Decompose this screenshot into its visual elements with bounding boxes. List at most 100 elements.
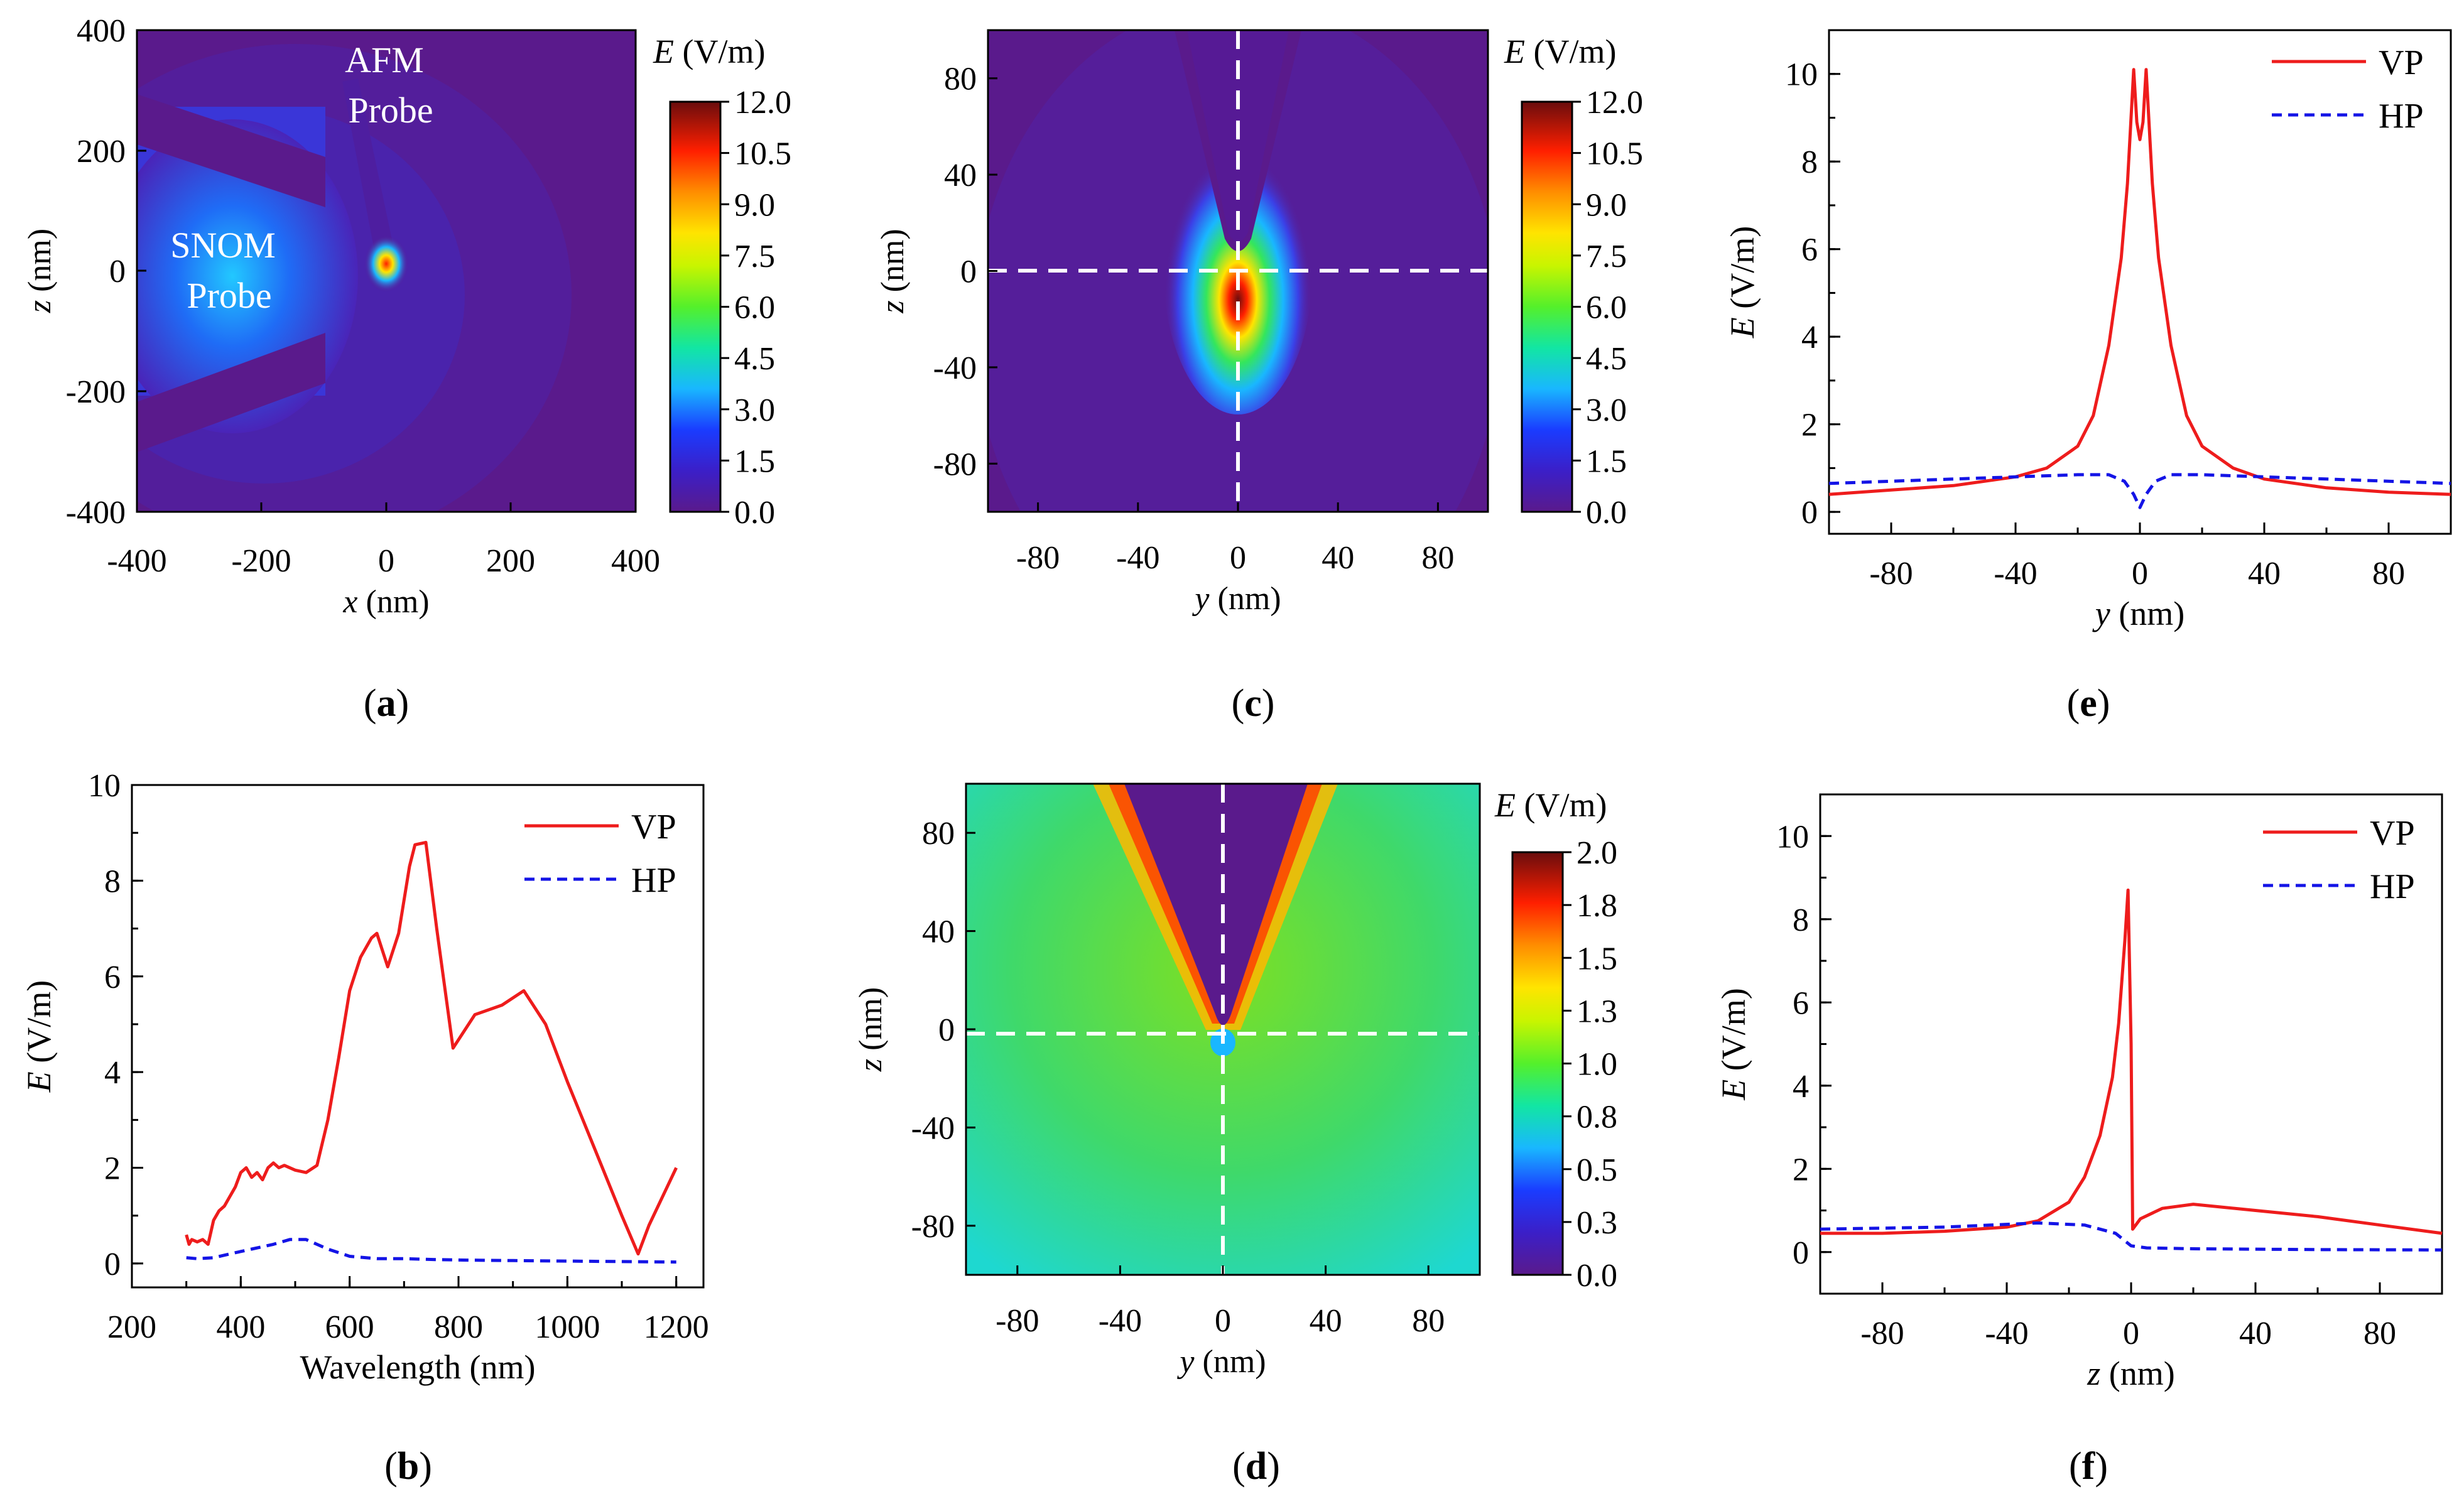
panel-a-y-axis: 400 200 0 -200 -400 z (nm) bbox=[22, 13, 146, 531]
legend-label-vp: VP bbox=[631, 808, 676, 847]
colorbar-tick-label: 1.0 bbox=[1577, 1047, 1617, 1083]
x-tick-label: -80 bbox=[996, 1303, 1039, 1339]
colorbar-tick-label: 7.5 bbox=[1586, 239, 1627, 274]
x-axis-label-unit: (nm) bbox=[2110, 595, 2184, 632]
legend-label-vp: VP bbox=[2379, 43, 2424, 82]
y-tick-label: 4 bbox=[104, 1055, 121, 1091]
series-line-hp bbox=[1820, 1221, 2443, 1252]
panel-c-label: (c) bbox=[1232, 682, 1275, 725]
x-axis-label-var: y bbox=[2092, 595, 2110, 632]
y-axis-label-unit: (nm) bbox=[853, 987, 889, 1059]
colorbar-tick-label: 10.5 bbox=[1586, 136, 1643, 172]
y-axis-label-var: z bbox=[875, 300, 911, 313]
panel-a-xtick: 400 bbox=[611, 543, 660, 579]
y-tick-label: 0 bbox=[938, 1012, 955, 1048]
panel-a-ytick: 200 bbox=[77, 134, 126, 170]
y-tick-label: 40 bbox=[944, 158, 977, 193]
panel-d-label: (d) bbox=[1232, 1445, 1280, 1488]
y-tick-label: 10 bbox=[1776, 819, 1809, 855]
panel-b-label: (b) bbox=[384, 1445, 432, 1488]
colorbar-tick-label: 2.0 bbox=[1577, 835, 1617, 871]
x-axis-label-unit: (nm) bbox=[1195, 1344, 1266, 1380]
y-axis-label-unit: (V/m) bbox=[20, 980, 58, 1071]
colorbar-tick-label: 6.0 bbox=[1586, 290, 1627, 326]
colorbar-tick-label: 3.0 bbox=[734, 392, 775, 428]
x-axis-label-unit: (nm) bbox=[2100, 1355, 2174, 1392]
colorbar-tick-label: 1.8 bbox=[1577, 888, 1617, 924]
y-tick-label: 2 bbox=[1793, 1152, 1809, 1188]
colorbar-tick-label: 4.5 bbox=[734, 341, 775, 377]
panel-f-label: (f) bbox=[2069, 1445, 2108, 1488]
colorbar-tick-label: 0.0 bbox=[734, 495, 775, 531]
colorbar-tick-label: 12.0 bbox=[1586, 85, 1643, 121]
panel-a-colorbar: E (V/m) 0.0 1.5 3.0 4.5 6.0 7.5 9.0 10.5 12.0 bbox=[653, 33, 791, 531]
panel-a-field-detail bbox=[137, 44, 572, 512]
panel-e-label: (e) bbox=[2067, 682, 2110, 725]
legend-label-hp: HP bbox=[2370, 867, 2415, 906]
y-axis-label-var: E bbox=[1715, 1080, 1752, 1101]
panel-a-ytick: 400 bbox=[77, 13, 126, 49]
panel-a-ylabel: z (nm) bbox=[22, 229, 58, 313]
panel-a-colorbar-title: E (V/m) bbox=[653, 33, 765, 70]
afm-probe-shaft bbox=[342, 78, 396, 264]
y-tick-label: 8 bbox=[1801, 144, 1818, 180]
x-axis-label: Wavelength (nm) bbox=[300, 1348, 535, 1386]
series-line-vp bbox=[1820, 888, 2443, 1235]
snom-probe-label: SNOM bbox=[170, 225, 276, 266]
y-tick-label: 10 bbox=[1785, 57, 1818, 93]
colorbar-tick-label: 1.3 bbox=[1577, 993, 1617, 1029]
y-tick-label: -40 bbox=[933, 350, 977, 386]
y-axis-label-unit: (V/m) bbox=[1715, 988, 1752, 1079]
colorbar-tick-label: 1.5 bbox=[1586, 443, 1627, 479]
colorbar-tick-label: 9.0 bbox=[1586, 187, 1627, 223]
x-tick-label: 0 bbox=[2123, 1316, 2139, 1351]
colorbar-tick-label: 4.5 bbox=[1586, 341, 1627, 377]
afm-probe-label: AFM bbox=[345, 40, 424, 80]
x-tick-label: 40 bbox=[1310, 1303, 1342, 1339]
y-axis-label: z (nm) bbox=[853, 987, 889, 1072]
y-tick-label: 80 bbox=[922, 816, 955, 852]
panel-c-colorbar-title: E (V/m) bbox=[1504, 33, 1616, 70]
x-axis-label: y (nm) bbox=[1176, 1344, 1266, 1380]
x-tick-label: 40 bbox=[2239, 1316, 2272, 1351]
y-tick-label: 4 bbox=[1793, 1069, 1809, 1105]
y-tick-label: 40 bbox=[922, 914, 955, 950]
y-axis-label: z (nm) bbox=[875, 229, 911, 313]
y-tick-label: 0 bbox=[1793, 1235, 1809, 1271]
x-tick-label: -80 bbox=[1860, 1316, 1904, 1351]
panel-a-ytick: 0 bbox=[109, 254, 126, 290]
y-tick-label: -40 bbox=[911, 1110, 955, 1146]
x-axis-label-var: z bbox=[2087, 1355, 2100, 1392]
colorbar-tick-label: 0.5 bbox=[1577, 1152, 1617, 1188]
series-line-vp bbox=[1828, 68, 2451, 496]
x-tick-label: 80 bbox=[1421, 540, 1454, 576]
x-tick-label: 40 bbox=[1322, 540, 1354, 576]
panel-d-colorbar-title: E (V/m) bbox=[1494, 786, 1607, 824]
x-axis-label-unit: (nm) bbox=[1210, 581, 1281, 617]
x-axis-label-var: y bbox=[1191, 581, 1210, 617]
x-tick-label: 0 bbox=[1215, 1303, 1231, 1339]
x-tick-label: 800 bbox=[434, 1309, 483, 1345]
y-tick-label: -80 bbox=[933, 447, 977, 482]
x-tick-label: -80 bbox=[1869, 556, 1913, 592]
y-tick-label: 2 bbox=[1801, 408, 1818, 443]
afm-tip-shape bbox=[1124, 784, 1308, 1026]
y-tick-label: 0 bbox=[1801, 495, 1818, 531]
panel-a-xlabel: x (nm) bbox=[342, 584, 429, 620]
colorbar-tick-label: 0.8 bbox=[1577, 1100, 1617, 1135]
y-axis-label-unit: (nm) bbox=[875, 229, 911, 300]
panel-a-xtick: -200 bbox=[231, 543, 291, 579]
x-tick-label: -80 bbox=[1016, 540, 1060, 576]
y-tick-label: 10 bbox=[88, 768, 121, 804]
colorbar-tick-label: 0.0 bbox=[1577, 1258, 1617, 1294]
x-tick-label: 0 bbox=[2132, 556, 2148, 592]
x-tick-label: 200 bbox=[107, 1309, 156, 1345]
panel-a-xtick: 200 bbox=[486, 543, 535, 579]
y-axis-label-var: z bbox=[853, 1059, 889, 1072]
colorbar-tick-label: 9.0 bbox=[734, 187, 775, 223]
x-tick-label: -40 bbox=[1985, 1316, 2028, 1351]
